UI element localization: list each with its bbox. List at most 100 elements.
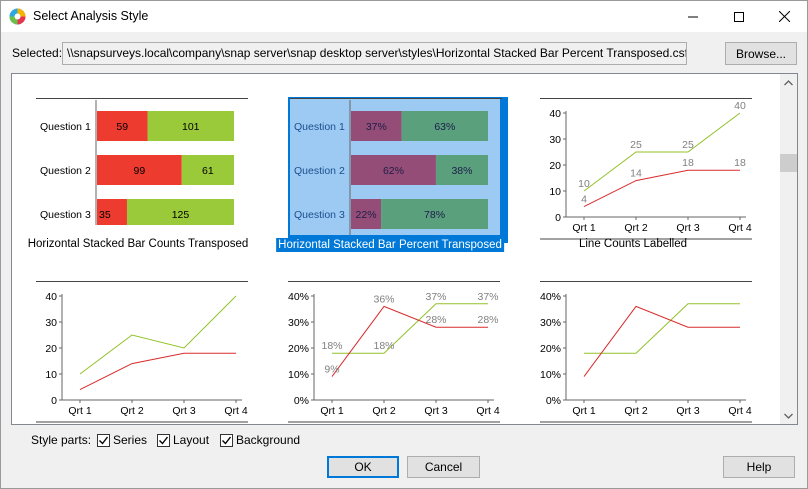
data-point-label: 9%: [324, 364, 339, 376]
checkbox-box[interactable]: [220, 433, 233, 447]
scroll-up-arrow[interactable]: [780, 74, 797, 91]
series-line: [79, 352, 236, 391]
x-tick-label: Qrt 1: [68, 405, 91, 417]
category-label: Question 1: [294, 121, 345, 133]
ok-button[interactable]: OK: [327, 456, 399, 478]
bar-segment: [401, 111, 488, 141]
maximize-button[interactable]: [716, 1, 762, 32]
data-point-label: 4: [581, 194, 587, 206]
style-thumbnail[interactable]: 0% 10% 20% 30% 40% Qrt 1 Qrt 2 Qrt 3 Qrt 4: [540, 280, 756, 424]
bar-data-label: 59: [116, 121, 128, 133]
maximize-icon: [734, 11, 744, 22]
bar-segment: [97, 111, 148, 141]
y-tick-label: 30: [549, 134, 561, 146]
bar-segment: [351, 155, 436, 185]
app-logo-icon: [9, 8, 26, 25]
vertical-scrollbar[interactable]: [780, 74, 797, 424]
cancel-button[interactable]: Cancel: [407, 456, 480, 478]
data-point-label: 37%: [425, 291, 446, 303]
y-tick-label: 10: [549, 186, 561, 198]
y-tick-label: 30%: [540, 317, 561, 329]
background-checkbox[interactable]: Background: [220, 433, 300, 447]
series-line: [583, 112, 741, 192]
style-parts-row: Style parts: Series Layout Background: [1, 433, 808, 449]
data-point-label: 37%: [477, 291, 498, 303]
bar-segment: [181, 155, 234, 185]
data-point-label: 25: [682, 139, 694, 151]
data-point-label: 18%: [321, 340, 342, 352]
bar-segment: [97, 155, 182, 185]
y-tick-label: 20: [45, 343, 57, 355]
checkbox-box[interactable]: [157, 433, 170, 447]
y-tick-label: 30%: [288, 317, 309, 329]
scroll-down-arrow[interactable]: [780, 407, 797, 424]
x-tick-label: Qrt 1: [320, 405, 343, 417]
x-tick-label: Qrt 4: [728, 222, 751, 234]
series-line: [79, 295, 237, 375]
x-tick-label: Qrt 4: [224, 405, 247, 417]
style-parts-label: Style parts:: [31, 433, 92, 447]
thumbnail-caption[interactable]: Horizontal Stacked Bar Percent Transpose…: [276, 238, 504, 252]
y-tick-label: 40%: [288, 291, 309, 303]
bar-segment: [147, 111, 234, 141]
bar-segment: [351, 111, 402, 141]
category-label: Question 2: [294, 165, 345, 177]
y-tick-label: 20: [549, 160, 561, 172]
bar-segment: [351, 199, 382, 229]
y-tick-label: 40%: [540, 291, 561, 303]
bar-data-label: 35: [99, 209, 111, 221]
data-point-label: 36%: [373, 293, 394, 305]
bar-data-label: 125: [172, 209, 190, 221]
close-icon: [778, 11, 790, 22]
series-checkbox-label: Series: [113, 433, 148, 447]
close-button[interactable]: [761, 1, 807, 32]
category-label: Question 1: [40, 121, 91, 133]
style-thumbnail[interactable]: Question 1 37% 63% Question 2 62% 38% Question…: [276, 97, 508, 252]
style-thumbnail[interactable]: 0 10 20 30 40 Qrt 1 Qrt 2 Qrt 3 Qrt 4: [36, 280, 252, 424]
data-point-label: 18: [682, 157, 694, 169]
style-gallery: Question 1 59 101 Question 2 99 61 Question 3 3…: [11, 73, 798, 425]
x-tick-label: Qrt 1: [572, 222, 595, 234]
checkbox-box[interactable]: [97, 433, 110, 447]
style-thumbnail[interactable]: 0 10 20 30 40 Qrt 1 Qrt 2 Qrt 3 Qrt 4 10 25 25 40 4 14…: [540, 97, 756, 250]
y-tick-label: 40: [45, 291, 57, 303]
checkmark-icon: [159, 436, 169, 445]
browse-button[interactable]: Browse...: [725, 42, 797, 65]
data-point-label: 18%: [373, 340, 394, 352]
data-point-label: 25: [630, 139, 642, 151]
thumbnail-caption[interactable]: Line Counts Labelled: [578, 238, 688, 250]
minimize-button[interactable]: [670, 1, 716, 32]
scroll-thumb[interactable]: [780, 154, 797, 172]
data-point-label: 40: [734, 100, 746, 112]
thumbnail-chart: 0% 10% 20% 30% 40% Qrt 1 Qrt 2 Qrt 3 Qrt 4: [540, 281, 752, 423]
bar-data-label: 62%: [383, 165, 404, 177]
series-line: [583, 305, 740, 377]
x-tick-label: Qrt 2: [372, 405, 395, 417]
bar-data-label: 61: [202, 165, 214, 177]
thumbnail-chart: 0% 10% 20% 30% 40% Qrt 1 Qrt 2 Qrt 3 Qrt 4 18% 18%…: [288, 281, 500, 423]
y-tick-label: 20%: [540, 343, 561, 355]
selected-path-field[interactable]: \\snapsurveys.local\company\snap server\…: [62, 42, 687, 65]
bar-data-label: 78%: [424, 209, 445, 221]
y-tick-label: 0%: [294, 395, 309, 407]
thumbnail-chart: 0 10 20 30 40 Qrt 1 Qrt 2 Qrt 3 Qrt 4: [36, 281, 248, 423]
x-tick-label: Qrt 3: [676, 405, 699, 417]
background-checkbox-label: Background: [236, 433, 301, 447]
series-checkbox[interactable]: Series: [97, 433, 147, 447]
help-button[interactable]: Help: [723, 456, 795, 478]
data-point-label: 14: [630, 168, 642, 180]
x-tick-label: Qrt 3: [172, 405, 195, 417]
selected-label: Selected:: [12, 46, 63, 60]
series-line: [584, 303, 740, 354]
layout-checkbox[interactable]: Layout: [157, 433, 209, 447]
style-thumbnail[interactable]: 0% 10% 20% 30% 40% Qrt 1 Qrt 2 Qrt 3 Qrt 4 18% 18%…: [288, 280, 504, 424]
y-tick-label: 10: [45, 369, 57, 381]
category-label: Question 2: [40, 165, 91, 177]
thumbnail-caption[interactable]: Horizontal Stacked Bar Counts Transposed: [27, 238, 249, 250]
style-thumbnail[interactable]: Question 1 59 101 Question 2 99 61 Question 3 3…: [28, 97, 252, 250]
series-line: [583, 169, 740, 208]
category-label: Question 3: [40, 209, 91, 221]
x-tick-label: Qrt 4: [728, 405, 751, 417]
y-tick-label: 20%: [288, 343, 309, 355]
bar-segment: [435, 155, 488, 185]
